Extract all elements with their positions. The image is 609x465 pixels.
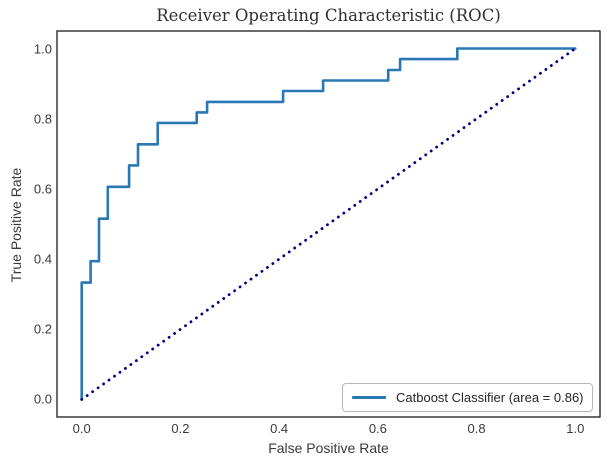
axes-frame <box>56 30 601 418</box>
x-tick-label: 0.4 <box>270 421 289 436</box>
roc-curve-line <box>80 47 577 401</box>
y-tick-label: 0.6 <box>33 181 52 197</box>
x-tick-label: 0.0 <box>72 421 91 436</box>
y-tick-label: 1.0 <box>33 41 52 57</box>
x-axis-label: False Positive Rate <box>268 440 389 456</box>
x-tick-label: 0.8 <box>467 421 486 436</box>
y-tick-label: 0.8 <box>33 111 52 127</box>
chance-diagonal-line <box>80 47 577 401</box>
y-tick-label: 0.0 <box>33 391 52 407</box>
chart-title: Receiver Operating Characteristic (ROC) <box>156 6 501 25</box>
y-tick-label: 0.2 <box>33 321 52 337</box>
y-tick-label: 0.4 <box>33 251 52 267</box>
x-tick-label: 1.0 <box>566 421 585 436</box>
y-axis-label: True Positive Rate <box>8 167 24 283</box>
x-tick-label: 0.6 <box>368 421 387 436</box>
legend: Catboost Classifier (area = 0.86) <box>342 383 593 412</box>
legend-label: Catboost Classifier (area = 0.86) <box>396 390 584 405</box>
x-tick-label: 0.2 <box>171 421 190 436</box>
legend-line-sample <box>352 395 386 400</box>
